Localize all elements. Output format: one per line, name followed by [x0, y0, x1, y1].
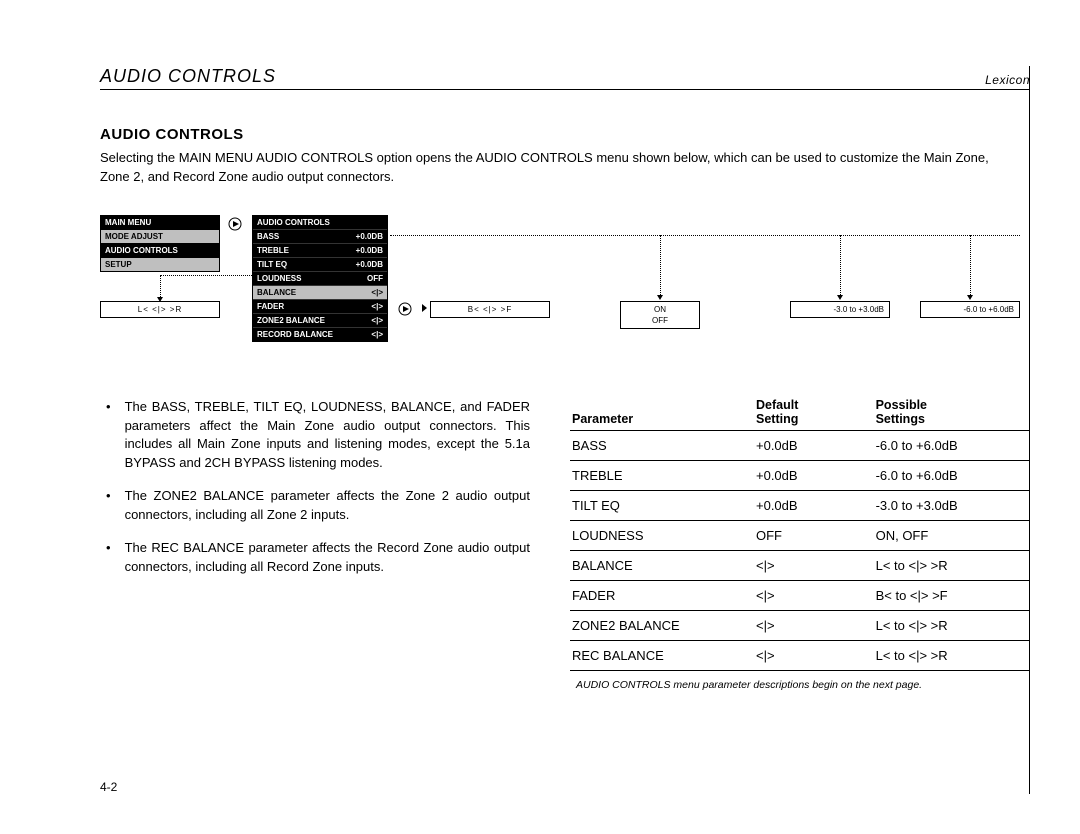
ac-row-value: <|>	[371, 316, 383, 325]
table-row: ZONE2 BALANCE<|>L< to <|> >R	[570, 610, 1030, 640]
cell-default: <|>	[754, 550, 874, 580]
table-row: FADER<|>B< to <|> >F	[570, 580, 1030, 610]
option-off: OFF	[621, 316, 699, 325]
audio-controls-panel: AUDIO CONTROLS BASS +0.0dB TREBLE +0.0dB T…	[252, 215, 388, 342]
cell-default: <|>	[754, 610, 874, 640]
main-menu-item-selected: AUDIO CONTROLS	[101, 243, 219, 257]
dotted-connector	[160, 275, 161, 297]
cell-param: FADER	[570, 580, 754, 610]
bullet-item: The REC BALANCE parameter affects the Re…	[125, 539, 530, 577]
balance-range-box: L< <|> >R	[100, 301, 220, 318]
cell-possible: L< to <|> >R	[874, 610, 1030, 640]
ac-row-label: LOUDNESS	[257, 274, 301, 283]
cell-default: +0.0dB	[754, 460, 874, 490]
dotted-connector	[970, 235, 971, 295]
bass-treble-range-box: -6.0 to +6.0dB	[920, 301, 1020, 318]
ac-row-value: +0.0dB	[356, 246, 383, 255]
ac-row-value: <|>	[371, 330, 383, 339]
ac-row-label: BASS	[257, 232, 279, 241]
dotted-connector	[390, 235, 1020, 236]
cell-possible: -3.0 to +3.0dB	[874, 490, 1030, 520]
cell-param: LOUDNESS	[570, 520, 754, 550]
cell-default: +0.0dB	[754, 430, 874, 460]
ac-row-value: <|>	[371, 302, 383, 311]
ac-row-label: ZONE2 BALANCE	[257, 316, 325, 325]
table-row: TREBLE+0.0dB-6.0 to +6.0dB	[570, 460, 1030, 490]
ac-row-label: FADER	[257, 302, 284, 311]
table-footnote: AUDIO CONTROLS menu parameter descriptio…	[570, 679, 1030, 691]
runhead-brand: Lexicon	[985, 73, 1030, 87]
cell-default: +0.0dB	[754, 490, 874, 520]
right-margin-rule	[1029, 66, 1030, 794]
parameter-table-column: Parameter DefaultSetting PossibleSetting…	[570, 398, 1030, 691]
tilt-range-box: -3.0 to +3.0dB	[790, 301, 890, 318]
table-row: LOUDNESSOFFON, OFF	[570, 520, 1030, 550]
ac-row-value: +0.0dB	[356, 260, 383, 269]
cell-possible: -6.0 to +6.0dB	[874, 430, 1030, 460]
bullet-list-column: The BASS, TREBLE, TILT EQ, LOUDNESS, BAL…	[100, 398, 530, 691]
ac-row-value: +0.0dB	[356, 232, 383, 241]
th-possible: PossibleSettings	[874, 398, 1030, 431]
ac-row-value: OFF	[367, 274, 383, 283]
running-header: AUDIO CONTROLS Lexicon	[100, 66, 1030, 90]
cell-possible: -6.0 to +6.0dB	[874, 460, 1030, 490]
arrow-down-icon	[837, 295, 843, 300]
fader-range-box: B< <|> >F	[430, 301, 550, 318]
dotted-connector	[660, 235, 661, 295]
arrow-down-icon	[657, 295, 663, 300]
cell-possible: L< to <|> >R	[874, 550, 1030, 580]
ac-row-label: RECORD BALANCE	[257, 330, 333, 339]
table-row: BASS+0.0dB-6.0 to +6.0dB	[570, 430, 1030, 460]
cell-possible: B< to <|> >F	[874, 580, 1030, 610]
cell-param: ZONE2 BALANCE	[570, 610, 754, 640]
main-menu-item: SETUP	[101, 257, 219, 271]
option-on: ON	[626, 305, 694, 314]
arrow-right-icon	[422, 304, 427, 312]
ac-row-label: TILT EQ	[257, 260, 287, 269]
play-icon	[398, 302, 412, 319]
ac-row-value: <|>	[371, 288, 383, 297]
cell-default: <|>	[754, 640, 874, 670]
cell-param: BALANCE	[570, 550, 754, 580]
table-row: BALANCE<|>L< to <|> >R	[570, 550, 1030, 580]
main-menu-panel: MAIN MENU MODE ADJUST AUDIO CONTROLS SET…	[100, 215, 220, 272]
parameter-table: Parameter DefaultSetting PossibleSetting…	[570, 398, 1030, 671]
bullet-item: The BASS, TREBLE, TILT EQ, LOUDNESS, BAL…	[125, 398, 530, 473]
cell-possible: L< to <|> >R	[874, 640, 1030, 670]
two-column-body: The BASS, TREBLE, TILT EQ, LOUDNESS, BAL…	[100, 398, 1030, 691]
cell-possible: ON, OFF	[874, 520, 1030, 550]
cell-default: <|>	[754, 580, 874, 610]
intro-paragraph: Selecting the MAIN MENU AUDIO CONTROLS o…	[100, 149, 1020, 187]
table-row: REC BALANCE<|>L< to <|> >R	[570, 640, 1030, 670]
arrow-down-icon	[967, 295, 973, 300]
menu-diagram: MAIN MENU MODE ADJUST AUDIO CONTROLS SET…	[100, 215, 1030, 390]
th-parameter: Parameter	[570, 398, 754, 431]
page-number: 4-2	[100, 780, 117, 794]
cell-param: TILT EQ	[570, 490, 754, 520]
main-menu-title: MAIN MENU	[101, 216, 219, 229]
dotted-connector	[840, 235, 841, 295]
loudness-options-box: ON OFF	[620, 301, 700, 329]
table-row: TILT EQ+0.0dB-3.0 to +3.0dB	[570, 490, 1030, 520]
ac-row-label: TREBLE	[257, 246, 289, 255]
ac-title: AUDIO CONTROLS	[253, 216, 387, 229]
cell-param: BASS	[570, 430, 754, 460]
document-page: AUDIO CONTROLS Lexicon AUDIO CONTROLS Se…	[0, 0, 1080, 834]
dotted-connector	[160, 275, 252, 276]
main-menu-item: MODE ADJUST	[101, 229, 219, 243]
runhead-title: AUDIO CONTROLS	[100, 66, 276, 87]
bullet-item: The ZONE2 BALANCE parameter affects the …	[125, 487, 530, 525]
cell-param: REC BALANCE	[570, 640, 754, 670]
section-heading: AUDIO CONTROLS	[100, 126, 1030, 143]
ac-row-label: BALANCE	[257, 288, 296, 297]
cell-default: OFF	[754, 520, 874, 550]
th-default: DefaultSetting	[754, 398, 874, 431]
cell-param: TREBLE	[570, 460, 754, 490]
play-icon	[228, 217, 242, 234]
